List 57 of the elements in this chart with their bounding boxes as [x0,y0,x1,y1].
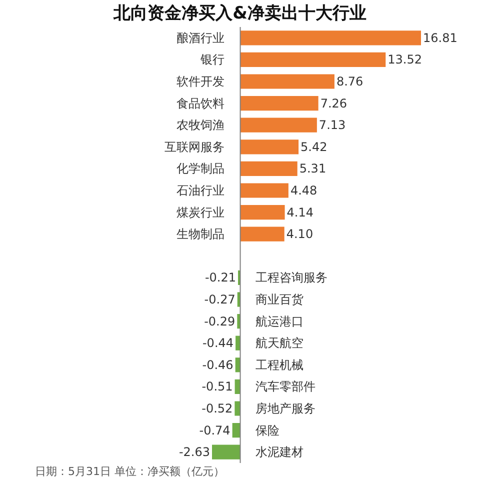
bar [240,96,318,111]
y-tick-label: 软件开发 [176,74,224,88]
data-label: -0.74 [199,423,230,438]
bar [240,183,288,198]
y-tick-label: 水泥建材 [255,445,304,460]
data-label: 5.31 [299,162,326,176]
data-label: -0.21 [204,270,236,285]
data-label: 13.52 [388,52,422,67]
y-tick-label: 工程咨询服务 [255,270,328,285]
data-label: 7.26 [320,96,348,110]
y-tick-label: 工程机械 [255,358,304,372]
bar [240,30,421,46]
chart-title: 北向资金净买入&净卖出十大行业 [112,4,366,24]
data-label: 5.42 [300,140,328,154]
data-label: -0.51 [202,380,233,394]
bar [232,422,240,438]
data-label: -0.52 [202,402,233,416]
bar [240,161,298,176]
bar [240,204,285,220]
y-tick-label: 航运港口 [255,314,304,328]
bar [240,226,284,242]
bar [240,140,299,154]
y-tick-label: 银行 [199,52,224,67]
data-label: 4.48 [290,184,318,198]
data-label: 7.13 [318,118,346,132]
y-tick-label: 农牧饲渔 [176,118,224,132]
y-tick-label: 航天航空 [255,336,304,350]
y-tick-label: 互联网服务 [164,140,224,154]
bar [240,118,317,132]
bar [240,52,386,68]
data-label: 4.10 [286,227,314,242]
bar [212,444,240,460]
data-label: -2.63 [178,445,210,460]
y-tick-label: 酿酒行业 [176,30,224,45]
bar [235,358,240,372]
y-tick-label: 房地产服务 [255,402,316,416]
y-tick-label: 煤炭行业 [176,205,224,220]
data-label: -0.29 [204,314,236,328]
data-label: 16.81 [423,30,458,45]
data-label: 8.76 [336,74,364,88]
bar [236,336,240,350]
data-label: -0.27 [204,292,236,306]
data-label: -0.46 [202,358,234,372]
y-tick-label: 汽车零部件 [255,380,316,394]
y-tick-label: 商业百货 [255,292,304,306]
bar [234,379,240,394]
data-label: 4.14 [286,205,314,220]
y-tick-label: 化学制品 [176,162,224,176]
bar [237,314,240,329]
bar [240,74,334,89]
data-label: -0.44 [202,336,234,350]
y-tick-label: 食品饮料 [176,96,224,110]
bar [234,401,240,416]
y-tick-label: 石油行业 [176,184,224,198]
y-tick-label: 保险 [255,423,280,438]
text: 日期：5月31日 单位：净买额（亿元） [35,465,224,478]
y-tick-label: 生物制品 [176,227,224,242]
